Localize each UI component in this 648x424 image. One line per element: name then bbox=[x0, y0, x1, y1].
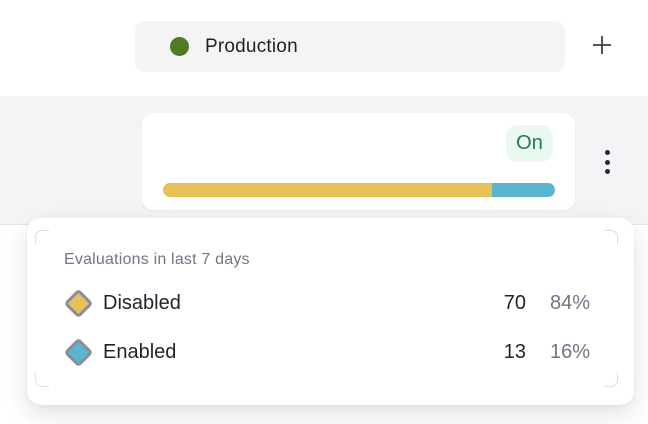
tooltip-row-disabled: Disabled 70 84% bbox=[27, 286, 634, 322]
progress-segment-enabled bbox=[492, 183, 555, 197]
tooltip-row-count: 70 bbox=[503, 292, 526, 314]
tooltip-title: Evaluations in last 7 days bbox=[64, 251, 250, 268]
environment-selector[interactable]: Production bbox=[135, 21, 565, 72]
plus-icon bbox=[593, 36, 611, 54]
progress-segment-disabled bbox=[163, 183, 493, 197]
tooltip-row-enabled: Enabled 13 16% bbox=[27, 335, 634, 371]
frame-corner bbox=[35, 373, 49, 387]
tooltip-row-count: 13 bbox=[503, 341, 526, 363]
status-badge[interactable]: On bbox=[506, 125, 553, 162]
evaluations-progress-bar[interactable] bbox=[163, 183, 555, 197]
tooltip-row-label: Disabled bbox=[103, 292, 181, 314]
enabled-diamond-icon bbox=[63, 337, 94, 368]
environment-label: Production bbox=[205, 35, 298, 57]
kebab-dot-icon bbox=[604, 159, 610, 165]
kebab-dot-icon bbox=[604, 150, 610, 155]
overflow-menu-button[interactable] bbox=[598, 144, 616, 180]
tooltip-frame bbox=[35, 230, 618, 387]
frame-corner bbox=[604, 373, 618, 387]
tooltip-row-percent: 16% bbox=[549, 341, 590, 363]
frame-corner bbox=[604, 230, 618, 244]
kebab-dot-icon bbox=[604, 169, 610, 174]
environment-dot-icon bbox=[170, 37, 189, 56]
evaluations-tooltip: Evaluations in last 7 days Disabled 70 8… bbox=[27, 218, 634, 405]
tooltip-row-percent: 84% bbox=[549, 292, 590, 314]
frame-corner bbox=[35, 230, 49, 244]
flag-card[interactable]: 83 On bbox=[142, 113, 575, 269]
add-button[interactable] bbox=[586, 29, 618, 61]
tooltip-row-label: Enabled bbox=[103, 341, 177, 363]
disabled-diamond-icon bbox=[63, 288, 94, 319]
